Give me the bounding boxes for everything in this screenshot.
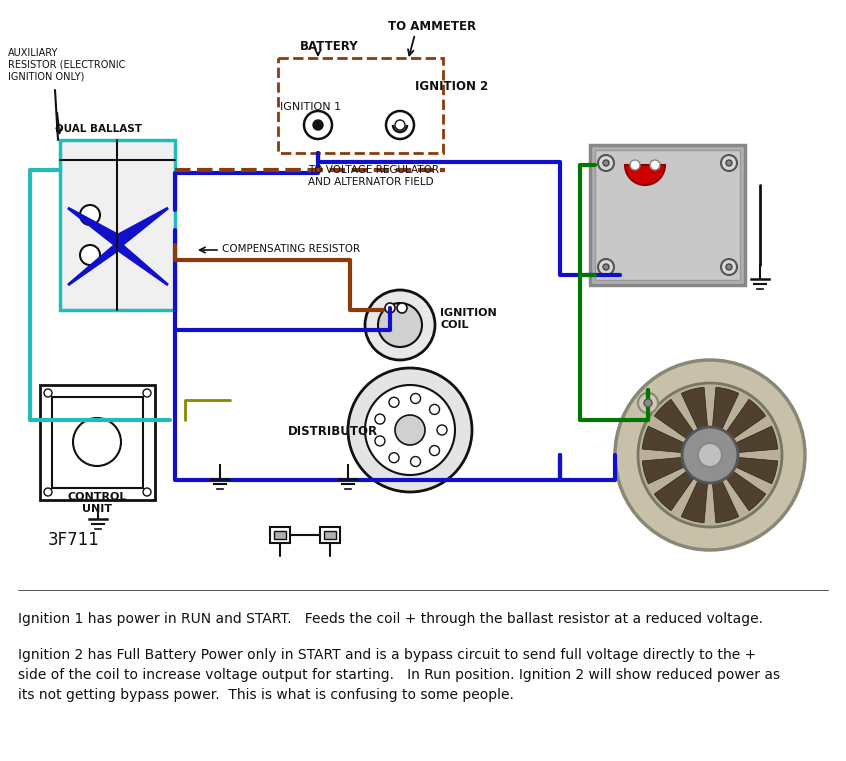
Circle shape (638, 393, 658, 413)
Wedge shape (681, 455, 710, 523)
Text: IGNITION 2: IGNITION 2 (415, 80, 488, 93)
Circle shape (143, 389, 151, 397)
Circle shape (430, 404, 440, 415)
Wedge shape (710, 400, 766, 455)
Text: 3F711: 3F711 (48, 531, 100, 549)
Circle shape (395, 415, 425, 445)
Circle shape (410, 457, 420, 466)
Bar (320, 527, 340, 543)
Circle shape (726, 160, 732, 166)
Wedge shape (710, 426, 777, 455)
Circle shape (644, 399, 652, 407)
Circle shape (80, 205, 100, 225)
Wedge shape (710, 455, 777, 484)
Text: TO VOLTAGE REGULATOR
AND ALTERNATOR FIELD: TO VOLTAGE REGULATOR AND ALTERNATOR FIEL… (308, 165, 439, 187)
Circle shape (304, 111, 332, 139)
Circle shape (603, 160, 609, 166)
Bar (270, 527, 290, 543)
Circle shape (44, 389, 52, 397)
Wedge shape (681, 387, 710, 455)
Circle shape (348, 368, 472, 492)
Circle shape (375, 414, 385, 424)
Bar (324, 531, 336, 539)
Text: DUAL BALLAST: DUAL BALLAST (55, 124, 142, 134)
Wedge shape (625, 165, 665, 185)
Circle shape (365, 290, 435, 360)
Circle shape (598, 259, 614, 275)
Bar (278, 58, 443, 153)
Circle shape (378, 303, 422, 347)
Circle shape (397, 303, 407, 313)
Bar (590, 145, 745, 285)
Text: its not getting bypass power.  This is what is confusing to some people.: its not getting bypass power. This is wh… (18, 688, 514, 702)
Circle shape (389, 397, 399, 407)
Circle shape (721, 259, 737, 275)
Circle shape (638, 383, 782, 527)
Circle shape (430, 446, 440, 456)
Circle shape (437, 425, 447, 435)
Circle shape (386, 111, 414, 139)
Circle shape (615, 360, 805, 550)
Circle shape (143, 488, 151, 496)
Text: COMPENSATING RESISTOR: COMPENSATING RESISTOR (222, 244, 360, 254)
Text: TO AMMETER: TO AMMETER (388, 20, 476, 33)
Wedge shape (654, 455, 710, 511)
Circle shape (389, 453, 399, 463)
Bar (52, 397, 143, 488)
Text: IGNITION 1: IGNITION 1 (280, 102, 341, 112)
Circle shape (365, 385, 455, 475)
Wedge shape (642, 455, 710, 484)
Circle shape (375, 436, 385, 446)
Circle shape (698, 443, 722, 467)
Circle shape (313, 120, 323, 130)
Circle shape (395, 120, 405, 130)
Circle shape (650, 160, 660, 170)
Wedge shape (642, 426, 710, 455)
Wedge shape (710, 455, 766, 511)
Text: CONTROL
UNIT: CONTROL UNIT (68, 492, 127, 514)
Circle shape (682, 427, 738, 483)
Text: DISTRIBUTOR: DISTRIBUTOR (288, 425, 378, 438)
Wedge shape (710, 455, 739, 523)
Text: Ignition 1 has power in RUN and START.   Feeds the coil + through the ballast re: Ignition 1 has power in RUN and START. F… (18, 612, 763, 626)
Circle shape (73, 418, 121, 466)
Circle shape (603, 264, 609, 270)
Circle shape (721, 155, 737, 171)
Text: Ignition 2 has Full Battery Power only in START and is a bypass circuit to send : Ignition 2 has Full Battery Power only i… (18, 648, 756, 662)
Bar (274, 531, 286, 539)
Bar (40, 385, 155, 500)
Text: IGNITION
COIL: IGNITION COIL (440, 308, 497, 330)
Circle shape (726, 264, 732, 270)
Text: side of the coil to increase voltage output for starting.   In Run position. Ign: side of the coil to increase voltage out… (18, 668, 780, 682)
Circle shape (598, 155, 614, 171)
Polygon shape (68, 208, 168, 285)
Circle shape (630, 160, 640, 170)
Wedge shape (710, 387, 739, 455)
Bar (595, 150, 740, 280)
Text: BATTERY: BATTERY (300, 40, 359, 53)
Circle shape (80, 245, 100, 265)
Wedge shape (654, 400, 710, 455)
Circle shape (44, 488, 52, 496)
Circle shape (385, 303, 395, 313)
Circle shape (410, 393, 420, 403)
Text: AUXILIARY
RESISTOR (ELECTRONIC
IGNITION ONLY): AUXILIARY RESISTOR (ELECTRONIC IGNITION … (8, 48, 125, 81)
Bar (60, 140, 175, 310)
